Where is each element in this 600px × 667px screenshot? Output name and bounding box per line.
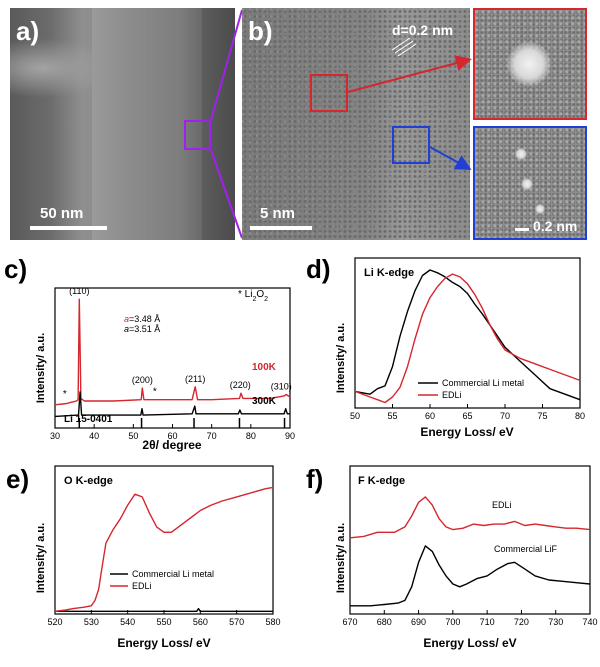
axes-frame-e [54,465,274,615]
zoom-lines [210,9,243,239]
lattice-red: a=3.48 Å [124,314,160,324]
lattice-black: a=3.51 Å [124,324,160,334]
legend-d-black: Commercial Li metal [442,378,524,388]
x-tick-label-e: 540 [120,617,135,627]
series-line-c-1 [54,391,290,418]
xlabel-e: Energy Loss/ eV [117,636,210,650]
legend-e-red: EDLi [132,581,152,591]
scale-bar-inset [515,228,529,231]
series-line-d-1 [354,273,581,404]
x-tick-label-c: 50 [128,431,138,441]
ylabel-c: Intensity/ a.u. [35,333,47,403]
series-line-c-0 [54,298,291,406]
series-line-e-0 [55,607,273,613]
zoom-box-purple [184,120,211,150]
x-tick-label-e: 560 [193,617,208,627]
region-box-red [310,74,348,112]
x-tick-label-f: 680 [377,617,392,627]
x-tick-label-c: 80 [246,431,256,441]
series-line-e-1 [54,486,274,612]
x-tick-label-d: 65 [462,411,472,421]
region-box-blue [392,126,430,164]
chart-e: e) Intensity/ a.u. O K-edge 520 530 540 550… [6,464,281,650]
x-tick-label-f: 740 [582,617,597,627]
title-d: Li K-edge [364,267,414,279]
x-tick-label-e: 570 [229,617,244,627]
series-label-f-black: Commercial LiF [494,544,558,554]
scale-label-b: 5 nm [260,205,296,222]
x-tick-label-f: 710 [480,617,495,627]
legend-li2o2: * Li2O2 [238,289,268,303]
series-line-d-0 [354,269,581,401]
ylabel-e: Intensity/ a.u. [35,523,47,593]
x-tick-label-e: 550 [156,617,171,627]
temp-label-300k: 300K [252,396,277,407]
scale-bar-b [250,226,312,230]
panel-label-b: b) [248,16,273,46]
ref-label-c: Li 15-0401 [64,414,113,425]
x-tick-label-f: 730 [548,617,563,627]
d-spacing-label: d=0.2 nm [392,22,454,38]
title-e: O K-edge [64,475,113,487]
peak-label-c: (110) [69,286,89,296]
x-tick-label-d: 60 [425,411,435,421]
peak-label-c: (211) [185,374,205,384]
legend-e-black: Commercial Li metal [132,569,214,579]
tem-image-b: b) d=0.2 nm 5 nm [242,8,470,240]
x-tick-label-f: 720 [514,617,529,627]
x-tick-label-e: 580 [265,617,280,627]
ylabel-f: Intensity/ a.u. [335,523,347,593]
x-tick-label-f: 690 [411,617,426,627]
x-tick-label-e: 520 [47,617,62,627]
chart-f: f) Intensity/ a.u. F K-edge 670 680 690 700… [306,464,598,650]
x-tick-label-d: 75 [537,411,547,421]
x-tick-label-d: 80 [575,411,585,421]
axes-frame-c [54,287,291,429]
li2o2-marker: * [63,389,67,400]
xlabel-c: 2θ/ degree [142,438,202,452]
legend-d-red: EDLi [442,390,462,400]
series-label-f-red: EDLi [492,500,512,510]
tem-image-a: a) 50 nm [10,8,235,240]
chart-c: c) Intensity/ a.u. 30 40 50 60 70 80 90 (110) (… [4,254,295,452]
x-tick-label-e: 530 [84,617,99,627]
x-tick-label-c: 60 [167,431,177,441]
li2o2-marker: * [153,387,157,398]
peak-label-c: (310) [271,382,292,392]
title-f: F K-edge [358,475,405,487]
scale-label-a: 50 nm [40,205,84,222]
peak-label-c: (220) [230,380,251,390]
series-line-f-0 [349,496,591,539]
x-tick-label-d: 55 [387,411,397,421]
x-tick-label-c: 40 [89,431,99,441]
x-tick-label-c: 70 [207,431,217,441]
x-tick-label-f: 670 [342,617,357,627]
panel-label-f: f) [306,464,323,494]
inset-arrows [347,55,472,170]
x-tick-label-d: 50 [350,411,360,421]
x-tick-label-d: 70 [500,411,510,421]
x-tick-label-c: 30 [50,431,60,441]
scale-label-inset: 0.2 nm [533,218,578,234]
scale-bar-a [30,226,107,230]
axes-frame-f [349,465,591,615]
temp-label-100k: 100K [252,362,277,373]
x-tick-label-f: 700 [445,617,460,627]
xlabel-d: Energy Loss/ eV [420,425,513,439]
panel-label-c: c) [4,254,27,284]
inset-red [473,8,587,120]
peak-label-c: (200) [132,375,153,385]
series-line-f-1 [350,545,591,607]
inset-blue: 0.2 nm [473,126,587,240]
chart-d: d) Intensity/ a.u. Li K-edge 50 55 60 65 70 7… [306,254,585,439]
lattice-fringes [391,37,417,56]
panel-label-d: d) [306,254,331,284]
panel-label-e: e) [6,464,29,494]
x-tick-label-c: 90 [285,431,295,441]
xlabel-f: Energy Loss/ eV [423,636,516,650]
ylabel-d: Intensity/ a.u. [335,323,347,393]
panel-label-a: a) [16,16,40,46]
